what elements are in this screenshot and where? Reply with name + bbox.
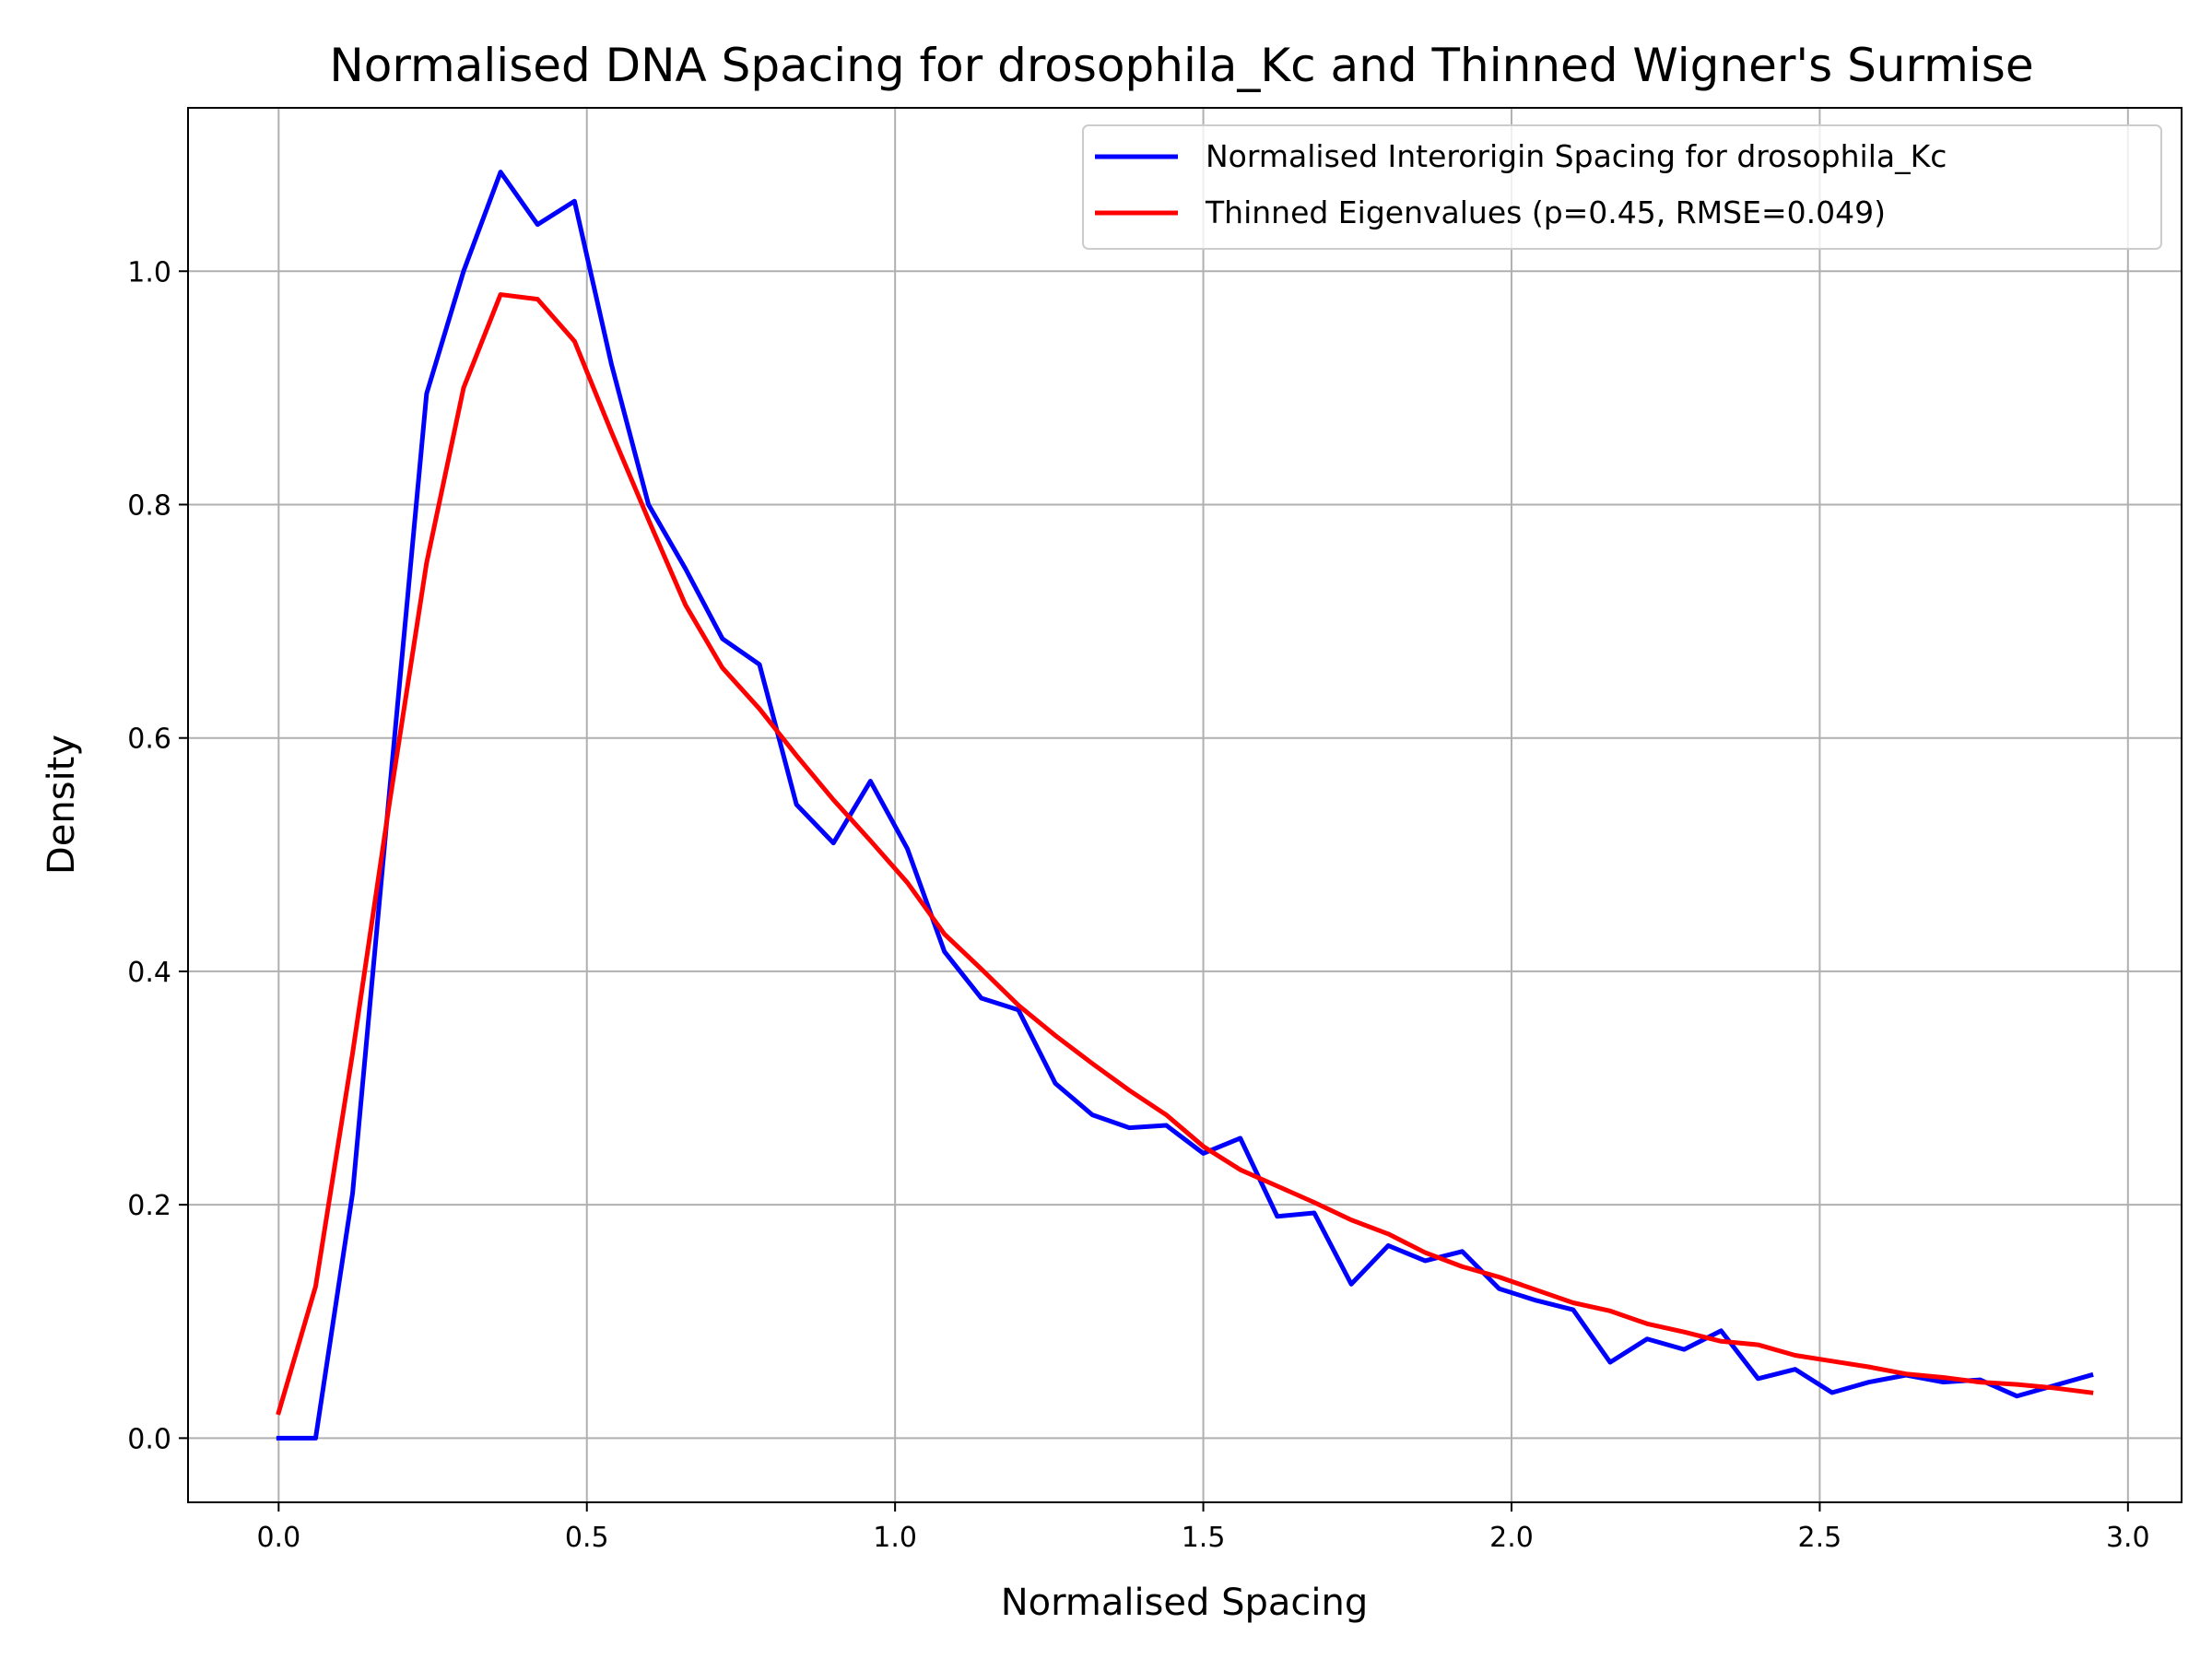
x-tick-label-1: 0.5	[565, 1522, 609, 1554]
series-line-thinned-eigenvalues	[276, 292, 2094, 1416]
x-tick-label-5: 2.5	[1798, 1522, 1842, 1554]
x-axis: 0.0 0.5 1.0 1.5 2.0 2.5 3.0	[256, 1502, 2150, 1554]
legend-label-interorigin: Normalised Interorigin Spacing for droso…	[1206, 138, 1947, 174]
grid-horizontal	[188, 270, 2182, 1440]
legend-frame	[1082, 124, 2162, 250]
x-tick-label-4: 2.0	[1489, 1522, 1534, 1554]
y-tick-label-3: 0.6	[127, 724, 171, 756]
series-line-interorigin	[276, 170, 2094, 1441]
x-tick-label-3: 1.5	[1182, 1522, 1226, 1554]
x-tick-label-0: 0.0	[256, 1522, 300, 1554]
plot-frame	[187, 107, 2183, 1503]
y-tick-label-2: 0.4	[127, 957, 171, 989]
x-tick-label-2: 1.0	[873, 1522, 917, 1554]
y-axis: 0.0 0.2 0.4 0.6 0.8 1.0	[127, 256, 188, 1455]
plot-area	[187, 107, 2183, 1503]
series-lines	[276, 170, 2094, 1441]
y-tick-label-1: 0.2	[127, 1190, 171, 1222]
chart-title: Normalised DNA Spacing for drosophila_Kc…	[329, 39, 2033, 92]
legend-label-thinned-eigenvalues: Thinned Eigenvalues (p=0.45, RMSE=0.049)	[1205, 194, 1886, 230]
x-axis-label: Normalised Spacing	[1001, 1582, 1369, 1624]
y-tick-label-0: 0.0	[127, 1423, 171, 1455]
y-tick-label-4: 0.8	[127, 489, 171, 522]
grid-vertical	[277, 108, 2129, 1502]
legend: Normalised Interorigin Spacing for droso…	[1082, 124, 2162, 250]
x-tick-label-6: 3.0	[2106, 1522, 2150, 1554]
plot-background	[188, 108, 2182, 1502]
y-axis-label: Density	[41, 735, 83, 875]
y-tick-label-5: 1.0	[127, 256, 171, 288]
